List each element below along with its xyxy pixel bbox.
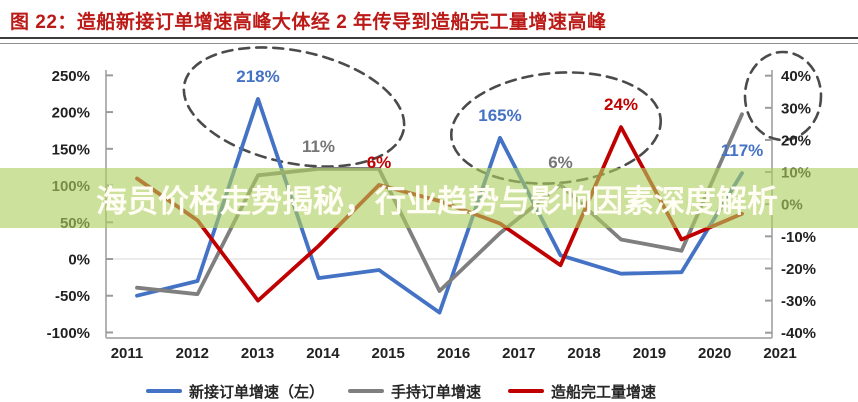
- data-label: 11%: [302, 137, 335, 156]
- title-underline: [0, 37, 858, 44]
- year-label: 2019: [633, 345, 666, 362]
- right-axis-tick-label: -10%: [781, 229, 816, 246]
- year-label: 2015: [372, 345, 405, 362]
- left-axis-tick-label: 150%: [52, 141, 90, 158]
- annotation-ellipse-2021: [743, 50, 823, 142]
- year-label: 2011: [111, 345, 144, 362]
- data-label: 6%: [548, 153, 573, 172]
- data-label: 24%: [604, 95, 638, 114]
- legend-label: 造船完工量增速: [551, 383, 657, 401]
- legend-item-backlog: 手持订单增速: [348, 382, 482, 401]
- right-axis-tick-label: 30%: [781, 100, 811, 117]
- legend-item-completions: 造船完工量增速: [508, 382, 657, 401]
- year-label: 2017: [502, 345, 535, 362]
- legend-label: 手持订单增速: [391, 383, 482, 401]
- overlay-banner: 海员价格走势揭秘，行业趋势与影响因素深度解析: [0, 168, 858, 228]
- left-axis-tick-label: 0%: [68, 252, 90, 269]
- right-axis-tick-label: -20%: [781, 261, 816, 278]
- annotation-ellipse-left: [182, 46, 406, 168]
- right-axis-tick-label: -30%: [781, 293, 816, 310]
- legend-swatch-gray: [348, 389, 384, 393]
- legend-label: 新接订单增速（左）: [189, 383, 325, 401]
- legend: 新接订单增速（左） 手持订单增速 造船完工量增速: [0, 382, 858, 401]
- year-label: 2012: [176, 345, 209, 362]
- overlay-text: 海员价格走势揭秘，行业趋势与影响因素深度解析: [96, 183, 778, 219]
- year-label: 2021: [763, 345, 796, 362]
- year-label: 2013: [241, 345, 274, 362]
- data-label: 218%: [236, 67, 279, 86]
- left-axis-tick-label: -50%: [55, 288, 90, 305]
- figure-title: 图 22：造船新接订单增速高峰大体经 2 年传导到造船完工量增速高峰: [10, 12, 607, 33]
- year-label: 2014: [306, 345, 340, 362]
- right-axis-tick-label: 20%: [781, 132, 811, 149]
- left-axis-tick-label: -100%: [47, 325, 90, 342]
- right-axis-tick-label: 40%: [781, 68, 811, 85]
- chart-generated-content: 250%200%150%100%50%0%-50%-100%40%30%20%1…: [47, 67, 816, 362]
- left-axis-tick-label: 200%: [52, 105, 90, 122]
- right-axis-tick-label: -40%: [781, 325, 816, 342]
- legend-swatch-blue: [146, 389, 182, 393]
- left-axis-tick-label: 250%: [52, 68, 90, 85]
- year-label: 2018: [567, 345, 600, 362]
- legend-swatch-red: [508, 389, 544, 393]
- series-line-0: [135, 97, 744, 315]
- data-label: 117%: [721, 141, 764, 160]
- year-label: 2016: [437, 345, 470, 362]
- year-label: 2020: [698, 345, 731, 362]
- data-label: 165%: [478, 106, 521, 125]
- data-label: 6%: [367, 153, 392, 172]
- legend-item-new-orders: 新接订单增速（左）: [146, 382, 325, 401]
